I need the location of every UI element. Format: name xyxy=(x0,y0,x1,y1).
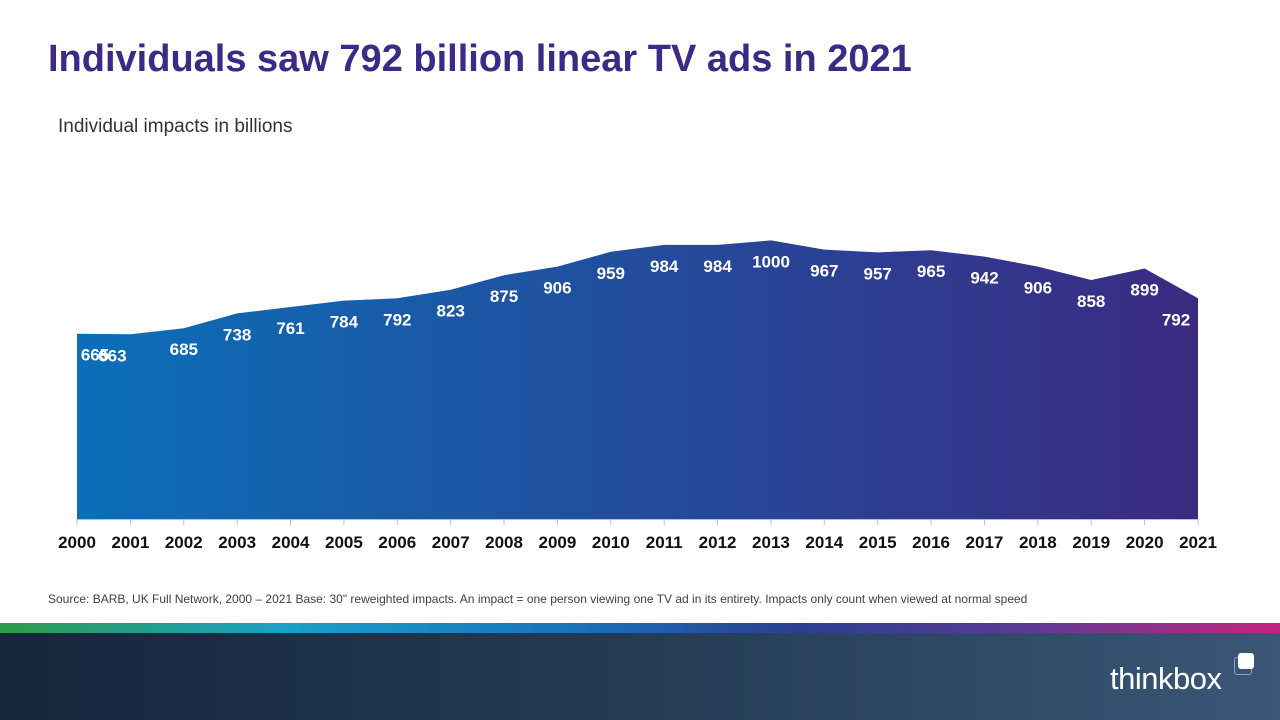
brand-stripe xyxy=(0,623,1280,633)
x-tick-label: 2011 xyxy=(646,533,683,552)
data-label: 784 xyxy=(330,313,359,332)
data-label: 959 xyxy=(597,264,625,283)
data-label: 792 xyxy=(383,310,411,329)
x-tick-label: 2005 xyxy=(325,533,363,552)
area-chart: 2000 2001 2002 2003 2004 2005 2006 2007 2008 2009… xyxy=(58,240,1217,552)
thinkbox-logo: thinkbox xyxy=(1110,661,1222,696)
source-note: Source: BARB, UK Full Network, 2000 – 20… xyxy=(48,592,1028,606)
data-label: 738 xyxy=(223,325,251,344)
x-tick-label: 2001 xyxy=(111,533,149,552)
x-tick-label: 2012 xyxy=(699,533,737,552)
page-title: Individuals saw 792 billion linear TV ad… xyxy=(48,38,912,80)
x-tick-label: 2021 xyxy=(1179,533,1217,552)
data-label: 965 xyxy=(917,262,945,281)
x-tick-label: 2003 xyxy=(218,533,256,552)
data-label: 967 xyxy=(810,262,838,281)
x-tick-label: 2014 xyxy=(805,533,843,552)
x-tick-label: 2008 xyxy=(485,533,523,552)
data-label: 875 xyxy=(490,287,518,306)
data-label: 984 xyxy=(650,257,679,276)
x-tick-label: 2016 xyxy=(912,533,950,552)
data-label: 665 xyxy=(81,346,109,365)
impacts-area-series xyxy=(77,240,1198,519)
data-label: 942 xyxy=(970,269,998,288)
footer-bar xyxy=(0,633,1280,720)
x-tick-label: 2002 xyxy=(165,533,203,552)
thinkbox-square-icon xyxy=(1238,653,1254,669)
data-label: 906 xyxy=(1024,279,1052,298)
x-tick-label: 2004 xyxy=(272,533,310,552)
x-tick-label: 2009 xyxy=(539,533,577,552)
x-tick-label: 2017 xyxy=(966,533,1004,552)
chart-subtitle: Individual impacts in billions xyxy=(58,116,293,137)
data-label: 984 xyxy=(703,257,732,276)
data-label: 685 xyxy=(170,340,198,359)
x-tick-label: 2010 xyxy=(592,533,630,552)
data-label: 1000 xyxy=(752,252,790,271)
x-tick-label: 2000 xyxy=(58,533,96,552)
data-label: 792 xyxy=(1162,310,1190,329)
x-tick-label: 2018 xyxy=(1019,533,1057,552)
x-tick-label: 2006 xyxy=(378,533,416,552)
x-tick-label: 2007 xyxy=(432,533,470,552)
x-tick-label: 2020 xyxy=(1126,533,1164,552)
data-label: 957 xyxy=(864,264,892,283)
x-tick-label: 2019 xyxy=(1072,533,1110,552)
data-label: 823 xyxy=(437,302,465,321)
data-label: 663 xyxy=(98,346,126,365)
data-label: 899 xyxy=(1130,281,1158,300)
x-tick-label: 2013 xyxy=(752,533,790,552)
x-tick-label: 2015 xyxy=(859,533,897,552)
data-label: 906 xyxy=(543,279,571,298)
data-label: 761 xyxy=(276,319,304,338)
data-label: 858 xyxy=(1077,292,1105,311)
